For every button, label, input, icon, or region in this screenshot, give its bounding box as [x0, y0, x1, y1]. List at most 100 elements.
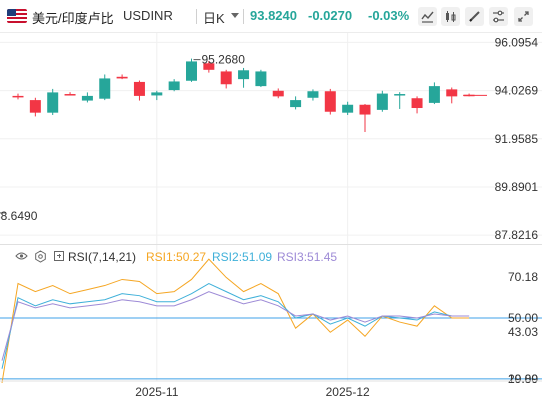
chart-type-button[interactable]	[441, 7, 460, 26]
indicator-icon	[421, 11, 434, 23]
candle	[151, 90, 163, 101]
candle-body	[81, 95, 93, 101]
rsi3-legend: RSI3:51.45	[277, 250, 338, 264]
rsi2-value: 51.09	[242, 250, 273, 264]
period-selector[interactable]: 日K	[203, 11, 225, 26]
candle	[64, 92, 76, 96]
y-tick-label: 96.0954	[495, 35, 539, 49]
low-label: 88.6490	[0, 209, 38, 223]
candle-body	[12, 95, 24, 98]
candle	[116, 74, 128, 80]
symbol-name: 美元/印度卢比	[32, 11, 114, 26]
candle	[394, 92, 406, 109]
rsi-series-line-rsi2	[1, 282, 470, 369]
chart-type-icon	[446, 11, 456, 22]
candle-body	[428, 86, 440, 103]
candle	[12, 93, 24, 100]
divider	[243, 9, 244, 24]
rsi-y-tick-label: 19.89	[508, 372, 538, 386]
rsi3-value: 51.45	[307, 250, 338, 264]
candle-body	[151, 92, 163, 96]
candle	[133, 80, 145, 101]
candlestick-chart[interactable]: 96.0954 94.0269 91.9585 89.8901 87.8216 95.26…	[0, 33, 542, 245]
rsi1-name: RSI1	[146, 250, 173, 264]
symbol-code[interactable]: USDINR	[123, 8, 173, 23]
y-tick-label: 87.8216	[495, 228, 539, 242]
x-tick-label: 2025-11	[135, 385, 178, 399]
candle-body	[411, 98, 423, 109]
rsi-y-tick-label: 20.00	[508, 372, 538, 386]
high-label: 95.2680	[202, 53, 246, 67]
candle	[99, 74, 111, 101]
candle	[324, 88, 336, 115]
candle-body	[133, 81, 145, 96]
price-change-percent: -0.03%	[368, 8, 410, 23]
candle	[376, 90, 388, 112]
candle-body	[29, 100, 41, 113]
rsi1-value: 50.27	[176, 250, 207, 264]
eye-icon[interactable]	[15, 251, 28, 261]
rsi-y-tick-label: 70.18	[508, 270, 538, 284]
candle-body	[359, 104, 371, 115]
y-tick-label: 94.0269	[495, 84, 539, 98]
candle-body	[307, 91, 319, 98]
candle-body	[99, 78, 111, 99]
candle	[168, 79, 180, 92]
x-tick-label: 2025-12	[326, 385, 370, 399]
candle-body	[203, 63, 215, 70]
candle-body	[220, 71, 232, 85]
candle	[272, 88, 284, 99]
y-tick-label: 91.9585	[495, 132, 539, 146]
expand-icon[interactable]	[54, 251, 64, 261]
draw-icon	[469, 11, 480, 22]
rsi-legend: RSI(7,14,21) RSI1:50.27 RSI2:51.09 RSI3:…	[0, 249, 400, 265]
us-flag-icon	[7, 9, 27, 23]
rsi2-legend: RSI2:51.09	[212, 250, 273, 264]
candle	[238, 67, 250, 88]
rsi3-name: RSI3	[277, 250, 304, 264]
candle	[307, 89, 319, 101]
candle	[255, 69, 267, 88]
candle	[411, 96, 423, 114]
settings-button[interactable]	[489, 7, 508, 26]
rsi-series-line-rsi1	[1, 258, 470, 384]
candle-body	[168, 81, 180, 91]
candle-body	[290, 100, 302, 108]
candle	[81, 92, 93, 103]
candle-body	[342, 104, 354, 113]
divider	[196, 9, 197, 24]
candle	[47, 88, 59, 116]
candle	[220, 69, 232, 89]
last-price: 93.8240	[250, 8, 297, 23]
rsi-y-tick-label: 50.00	[508, 311, 538, 325]
fullscreen-button[interactable]	[514, 7, 533, 26]
candle	[342, 101, 354, 116]
rsi-title[interactable]: RSI(7,14,21)	[68, 250, 137, 264]
candle-body	[47, 92, 59, 113]
indicator-button[interactable]	[418, 7, 437, 26]
candle-body	[255, 71, 267, 87]
settings-icon	[493, 10, 504, 23]
chart-header: 美元/印度卢比 USDINR 日K 93.8240 -0.0270 -0.03%	[0, 0, 542, 33]
candle	[29, 97, 41, 117]
chevron-down-icon[interactable]	[231, 13, 239, 18]
candle-body	[446, 89, 458, 97]
candle-body	[186, 61, 197, 81]
fullscreen-icon	[518, 11, 529, 22]
candle-body	[324, 91, 336, 112]
candle-body	[238, 70, 250, 80]
candle	[203, 60, 215, 73]
candle	[446, 87, 458, 104]
gear-icon[interactable]	[34, 250, 47, 263]
draw-button[interactable]	[465, 7, 484, 26]
candle-body	[272, 90, 284, 97]
candle-body	[394, 94, 406, 96]
candle	[290, 96, 302, 110]
candle-body	[376, 93, 388, 110]
y-tick-label: 89.8901	[495, 180, 539, 194]
candle	[359, 104, 371, 133]
rsi1-legend: RSI1:50.27	[146, 250, 207, 264]
candle	[428, 82, 440, 105]
rsi-series-line-rsi3	[1, 291, 470, 361]
